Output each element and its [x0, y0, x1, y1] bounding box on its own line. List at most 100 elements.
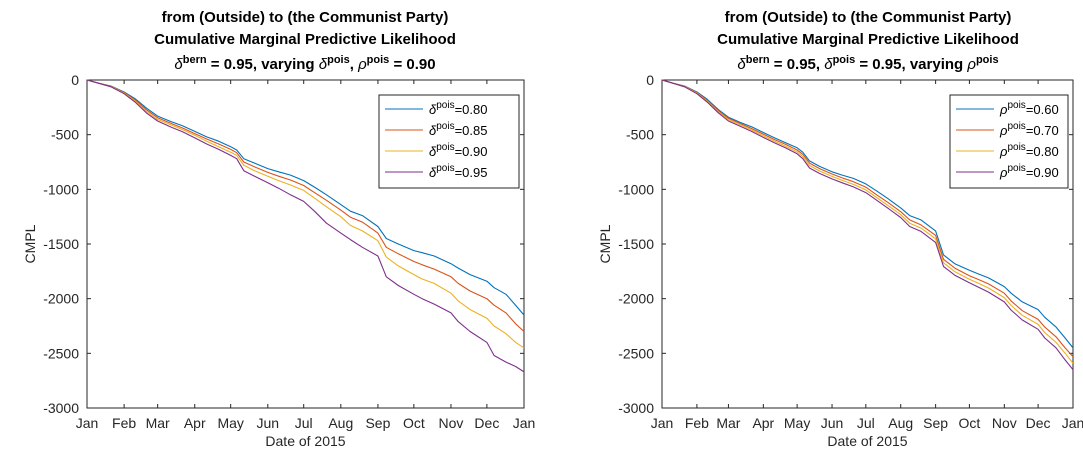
title-part: = 0.95, [770, 56, 825, 73]
legend-symbol: ρ [999, 144, 1008, 159]
y-tick-label: -1000 [43, 181, 79, 197]
title-part: bern [183, 54, 207, 66]
legend-sup: pois [1007, 100, 1025, 111]
legend-symbol: ρ [999, 102, 1008, 117]
legend-sup: pois [436, 163, 454, 174]
chart-title-line2: Cumulative Marginal Predictive Likelihoo… [154, 31, 456, 48]
legend-entry: ρpois=0.70 [999, 121, 1059, 138]
y-axis-label: CMPL [22, 224, 38, 263]
series-line-1 [661, 79, 1074, 357]
x-tick-label: Apr [752, 415, 774, 431]
title-part: δ [824, 56, 833, 73]
x-axis-label: Date of 2015 [265, 433, 345, 449]
legend-sup: pois [436, 121, 454, 132]
legend-symbol: ρ [999, 165, 1008, 180]
chart-right: from (Outside) to (the Communist Party) C… [597, 9, 1083, 449]
x-tick-label: Sep [365, 415, 390, 431]
series-line-2 [661, 79, 1074, 364]
chart-title-line3: δbern = 0.95, δpois = 0.95, varying ρpoi… [737, 54, 998, 73]
legend-entry: ρpois=0.80 [999, 142, 1059, 159]
legend-symbol: ρ [999, 123, 1008, 138]
legend-entry: δpois=0.80 [429, 100, 488, 117]
x-tick-label: May [217, 415, 243, 431]
legend-entry: δpois=0.95 [429, 163, 488, 180]
x-tick-label: Jan [1062, 415, 1083, 431]
x-tick-label: Dec [474, 415, 499, 431]
title-part: = 0.90 [389, 56, 435, 73]
chart-left: from (Outside) to (the Communist Party) C… [22, 9, 535, 449]
x-tick-label: May [784, 415, 810, 431]
y-tick-label: 0 [646, 72, 654, 88]
legend-entry: ρpois=0.90 [999, 163, 1059, 180]
x-tick-label: Nov [439, 415, 464, 431]
legend-symbol: δ [429, 123, 437, 138]
title-part: bern [746, 54, 770, 66]
y-tick-label: -3000 [618, 400, 654, 416]
x-tick-label: Jul [857, 415, 875, 431]
x-tick-label: Jun [821, 415, 844, 431]
title-part: pois [833, 54, 856, 66]
chart-title-line1: from (Outside) to (the Communist Party) [162, 9, 449, 26]
legend-value: =0.80 [455, 102, 488, 117]
title-part: = 0.95, varying [855, 56, 967, 73]
y-tick-label: -500 [626, 127, 654, 143]
legend-value: =0.90 [1026, 165, 1059, 180]
x-tick-label: Oct [959, 415, 981, 431]
chart-title-line3: δbern = 0.95, varying δpois, ρpois = 0.9… [174, 54, 435, 73]
title-part: pois [327, 54, 350, 66]
legend-sup: pois [1007, 121, 1025, 132]
legend-value: =0.90 [455, 144, 488, 159]
legend-entry: ρpois=0.60 [999, 100, 1059, 117]
legend-value: =0.85 [455, 123, 488, 138]
x-tick-label: Nov [992, 415, 1017, 431]
y-tick-label: -3000 [43, 400, 79, 416]
title-part: δ [319, 56, 328, 73]
x-tick-label: Jan [651, 415, 674, 431]
title-part: ρ [966, 56, 976, 73]
legend-symbol: δ [429, 102, 437, 117]
x-tick-label: Jul [295, 415, 313, 431]
x-tick-label: Apr [184, 415, 206, 431]
legend-sup: pois [1007, 163, 1025, 174]
y-tick-label: -1000 [618, 181, 654, 197]
y-axis-label: CMPL [597, 224, 613, 263]
series-line-1 [86, 79, 525, 332]
y-tick-label: -2000 [618, 291, 654, 307]
series-line-2 [86, 79, 525, 349]
x-tick-label: Aug [328, 415, 353, 431]
legend-value: =0.70 [1026, 123, 1059, 138]
series-line-0 [661, 79, 1074, 349]
x-tick-label: Mar [716, 415, 740, 431]
y-tick-label: -500 [51, 127, 79, 143]
legend-sup: pois [1007, 142, 1025, 153]
y-tick-label: -2500 [43, 345, 79, 361]
title-part: δ [737, 56, 746, 73]
title-part: = 0.95, varying [207, 56, 319, 73]
title-part: pois [976, 54, 999, 66]
legend-entry: δpois=0.85 [429, 121, 488, 138]
y-tick-label: -1500 [618, 236, 654, 252]
legend-value: =0.80 [1026, 144, 1059, 159]
legend-symbol: δ [429, 144, 437, 159]
y-tick-label: -1500 [43, 236, 79, 252]
legend-value: =0.60 [1026, 102, 1059, 117]
x-tick-label: Oct [403, 415, 425, 431]
series-line-0 [86, 79, 525, 316]
x-tick-label: Dec [1026, 415, 1051, 431]
y-tick-label: 0 [71, 72, 79, 88]
legend-sup: pois [436, 100, 454, 111]
y-tick-label: -2000 [43, 291, 79, 307]
title-part: pois [367, 54, 390, 66]
x-tick-label: Feb [112, 415, 136, 431]
x-tick-label: Sep [923, 415, 948, 431]
series-line-3 [86, 79, 525, 373]
x-tick-label: Jan [76, 415, 99, 431]
x-tick-label: Aug [888, 415, 913, 431]
x-tick-label: Jan [513, 415, 536, 431]
legend-value: =0.95 [455, 165, 488, 180]
series-line-3 [661, 79, 1074, 371]
x-tick-label: Feb [685, 415, 709, 431]
legend-symbol: δ [429, 165, 437, 180]
x-axis-label: Date of 2015 [827, 433, 907, 449]
